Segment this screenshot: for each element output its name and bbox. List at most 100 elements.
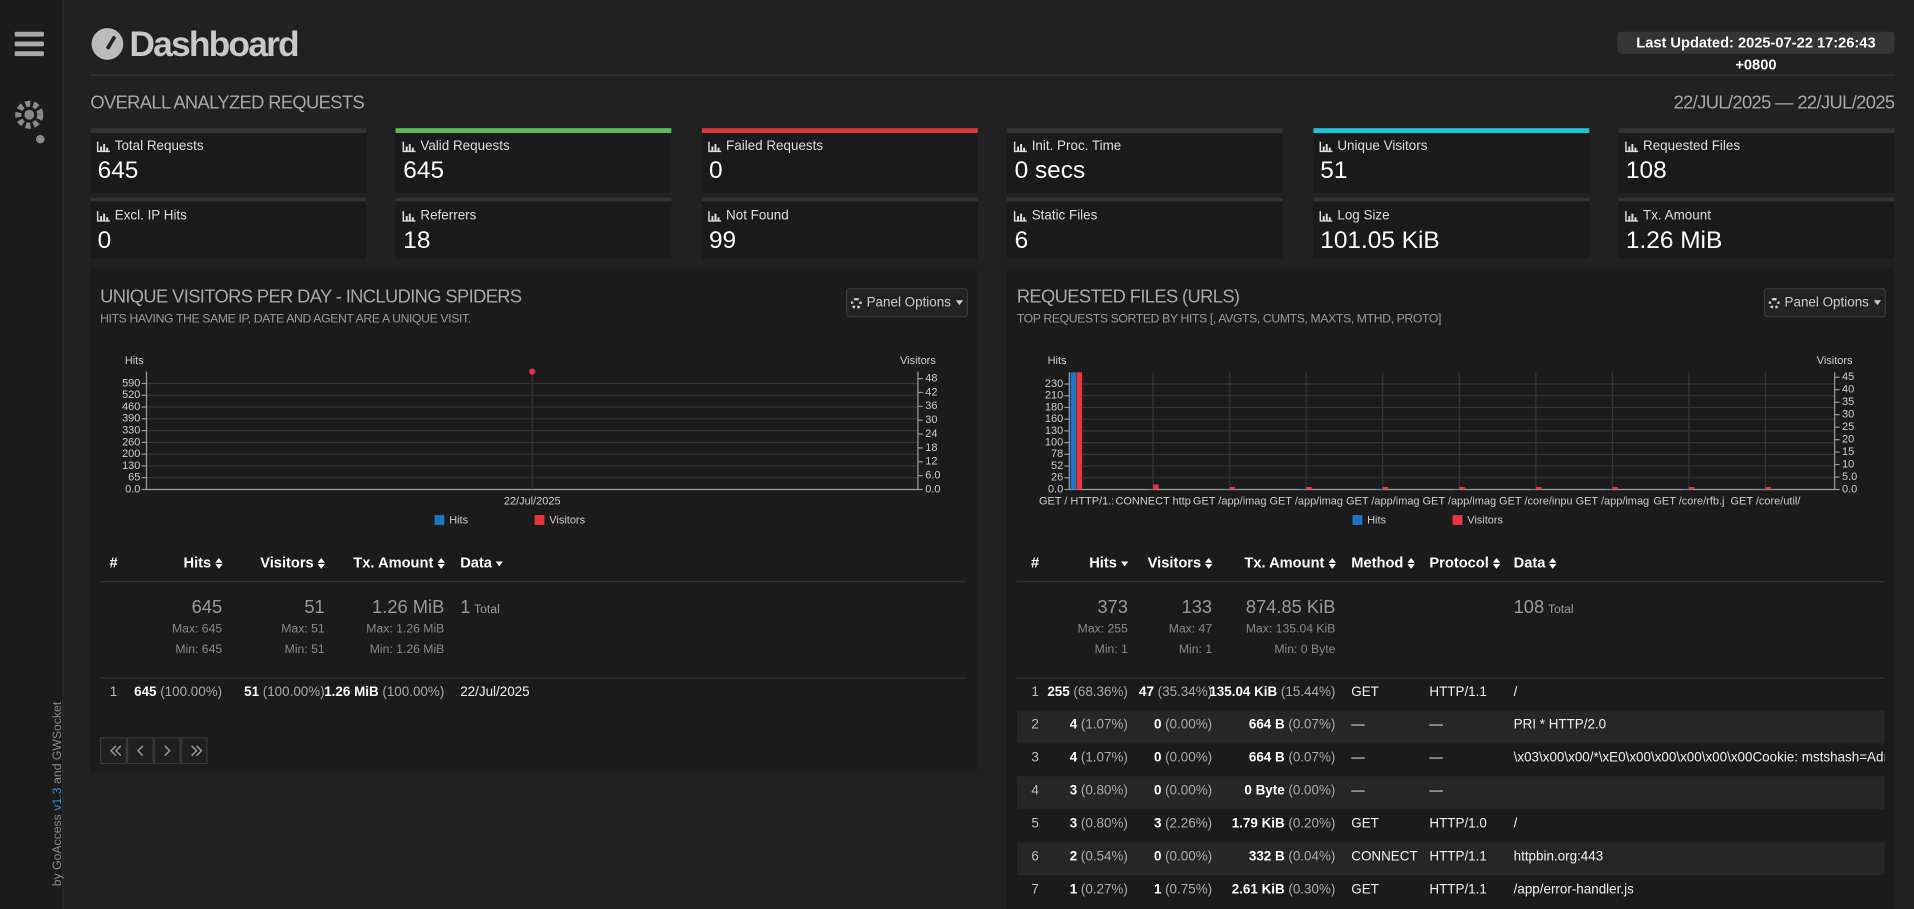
summary-total: 1 Total [460,597,500,621]
cell: 664 B (0.07%) [1249,751,1336,767]
cell: CONNECT [1351,850,1418,865]
summary-value: 1 [460,596,471,618]
cell: httpbin.org:443 [1513,850,1604,865]
summary-max: Max: 135.04 KiB [1245,622,1336,636]
cell: 3 [1031,751,1039,766]
stat-label: Requested Files [1643,139,1741,155]
cell: 1.79 KiB (0.20%) [1232,817,1336,833]
cell: 22/Jul/2025 [460,685,530,700]
table-header[interactable]: Protocol [1429,554,1500,572]
sort-down [1549,564,1557,569]
summary-max: Max: 47 [1168,622,1213,636]
summary-total: 133 [1181,596,1213,618]
pagination-button[interactable] [126,737,154,765]
table-header[interactable]: Tx. Amount [1244,554,1336,572]
cell-value: 135.04 KiB [1209,685,1278,700]
table-header[interactable]: Visitors [1148,554,1213,572]
cell-percent: (15.44%) [1280,685,1336,700]
cell: 4 (1.07%) [1070,751,1128,767]
cell: 2 (0.54%) [1070,850,1128,866]
stat-value: 99 [708,227,737,254]
summary-label: Total [1547,603,1574,617]
cell-percent: (0.30%) [1288,883,1336,898]
table-header[interactable]: Hits [1089,554,1128,572]
cell: 1.26 MiB (100.00%) [324,685,444,701]
sort-down [1328,564,1336,569]
table-rule [100,581,967,583]
cell-percent: (0.00%) [1165,718,1213,733]
table-header[interactable]: Data [460,554,503,572]
cell-percent: (100.00%) [382,685,445,700]
credit-part: v1.3 [51,787,65,811]
table-header: # [109,553,118,572]
summary-total: 1.26 MiB [372,596,445,618]
cell: 1 [109,685,118,700]
summary-min: Min: 1 [1094,643,1128,657]
pagination-button[interactable] [153,737,181,765]
stat-value: 0 secs [1014,157,1086,185]
sort-down [214,564,223,569]
cell: 645 (100.00%) [134,685,222,701]
sort-up [317,557,325,563]
cell: 7 [1031,883,1039,898]
cell-percent: (2.26%) [1165,817,1213,832]
cell-value: 664 B [1248,751,1285,766]
sort-up [1549,557,1557,563]
stat-card [701,128,978,193]
cell-percent: (0.00%) [1165,850,1213,865]
summary-max: Max: 1.26 MiB [366,622,445,636]
pagination-button[interactable] [100,737,127,765]
sort-icon [1492,557,1500,569]
cell-value: 0 [1153,784,1162,799]
sort-icon [1204,557,1213,569]
panel-options-button[interactable]: Panel Options [845,288,968,318]
cell: 1 (0.75%) [1154,883,1212,899]
sort-up [1407,557,1415,563]
table-rule [100,677,967,679]
cell-percent: (0.80%) [1080,784,1128,799]
table-header[interactable]: Method [1351,554,1415,572]
panel-options-button[interactable]: Panel Options [1763,288,1886,318]
cell-value: 47 [1139,685,1154,700]
cell-percent: (68.36%) [1073,685,1128,700]
sort-icon [1407,557,1415,569]
cell: 332 B (0.04%) [1249,850,1336,866]
cell: 3 (0.80%) [1070,817,1128,833]
stat-card [395,197,672,259]
gear-icon [1768,297,1780,309]
cell: HTTP/1.1 [1429,883,1487,898]
sort-up [1492,557,1500,563]
table-header[interactable]: Tx. Amount [353,554,445,572]
cell-percent: (100.00%) [262,685,325,700]
stat-card [1007,197,1284,259]
cell: / [1513,685,1518,700]
cell-percent: (0.27%) [1080,883,1128,898]
cell: 6 [1031,850,1039,865]
panel-subtitle: HITS HAVING THE SAME IP, DATE AND AGENT … [100,312,471,326]
summary-min: Min: 51 [284,643,325,657]
table-header[interactable]: Hits [184,554,223,572]
cell: — [1429,718,1443,733]
table-header[interactable]: Data [1514,554,1557,572]
table-header[interactable]: Visitors [260,554,325,572]
summary-value: 108 [1513,596,1545,618]
cell-value: 3 [1069,784,1078,799]
cell-value: 332 B [1248,850,1285,865]
pagination-button[interactable] [180,737,208,765]
cell: 0 (0.00%) [1154,850,1212,866]
cell: 0 (0.00%) [1154,718,1212,734]
table-rule [1016,677,1885,679]
cell-value: 1 [1069,883,1078,898]
row-stripe [1016,709,1885,743]
stat-card [90,128,367,193]
cell: — [1429,784,1443,799]
cell: 1 [1031,685,1039,700]
cell: 47 (35.34%) [1139,685,1212,701]
stat-label: Tx. Amount [1643,209,1711,224]
summary-total: 874.85 KiB [1245,596,1336,618]
sort-down [1407,564,1415,569]
cell: — [1429,751,1443,766]
stat-value: 0 [708,157,723,185]
summary-min: Min: 645 [175,643,223,657]
cell-value: 664 B [1248,718,1285,733]
